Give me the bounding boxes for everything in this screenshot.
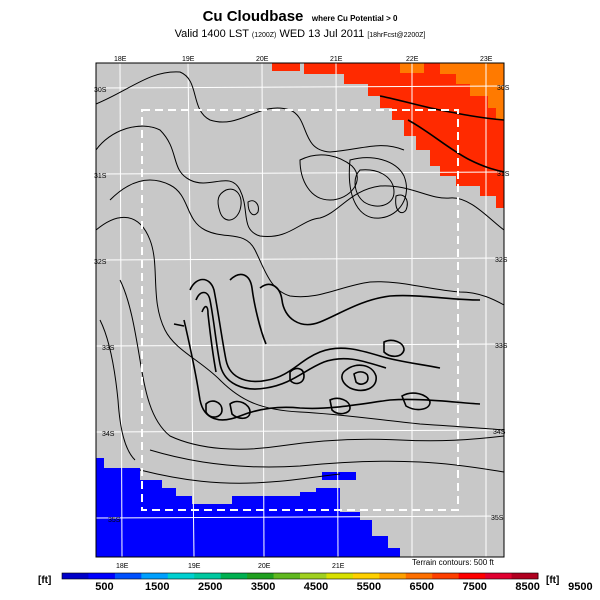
map-title: Cu Cloudbase [202, 8, 304, 25]
lon-label-bottom: 20E [258, 563, 271, 570]
lon-label-top: 21E [330, 56, 343, 63]
lat-label-left: 32S [94, 259, 107, 266]
lat-label-right: 30S [497, 85, 510, 92]
lon-label-bottom: 21E [332, 563, 345, 570]
lat-label-left: 34S [102, 431, 115, 438]
valid-run: [18hrFcst@2200Z] [367, 32, 426, 39]
lat-labels-left: 30S 31S 32S 33S 34S 35S [94, 87, 121, 524]
cloudbase-patch-a [272, 63, 300, 71]
map-title-suffix: where Cu Potential > 0 [311, 14, 398, 23]
valid-prefix: Valid 1400 LST [174, 28, 249, 40]
lat-label-left: 33S [102, 345, 115, 352]
sea-patch [322, 472, 356, 480]
lat-label-right: 35S [491, 515, 504, 522]
lat-label-right: 34S [493, 429, 506, 436]
inner-domain-boundary [141, 109, 459, 511]
lon-label-top: 20E [256, 56, 269, 63]
valid-date: WED 13 Jul 2011 [279, 28, 365, 40]
lat-label-right: 33S [495, 343, 508, 350]
lon-label-top: 19E [182, 56, 195, 63]
cloudbase-mid-area [440, 63, 504, 120]
lat-lon-grid [95, 62, 505, 558]
lon-label-top: 18E [114, 56, 127, 63]
lon-label-top: 23E [480, 56, 493, 63]
lon-label-bottom: 18E [116, 563, 129, 570]
sea-area [96, 458, 400, 557]
lon-label-bottom: 19E [188, 563, 201, 570]
lon-labels-bottom: 18E 19E 20E 21E [116, 563, 345, 570]
lat-label-left: 30S [94, 87, 107, 94]
lat-label-right: 32S [495, 257, 508, 264]
terrain-contours [95, 71, 505, 484]
terrain-contour-note: Terrain contours: 500 ft [412, 558, 494, 567]
valid-time-line: Valid 1400 LST (1200Z) WED 13 Jul 2011 [… [0, 28, 600, 40]
lon-labels-top: 18E 19E 20E 21E 22E 23E [114, 56, 493, 63]
lat-labels-right: 30S 31S 32S 33S 34S 35S [491, 85, 510, 522]
valid-code: (1200Z) [251, 32, 277, 39]
lon-label-top: 22E [406, 56, 419, 63]
mountain-contours [173, 95, 505, 421]
lat-label-right: 31S [497, 171, 510, 178]
map-title-block: Cu Cloudbase where Cu Potential > 0 Vali… [0, 8, 600, 40]
lat-label-left: 31S [94, 173, 107, 180]
lat-label-left: 35S [108, 517, 121, 524]
map-frame [95, 62, 505, 558]
